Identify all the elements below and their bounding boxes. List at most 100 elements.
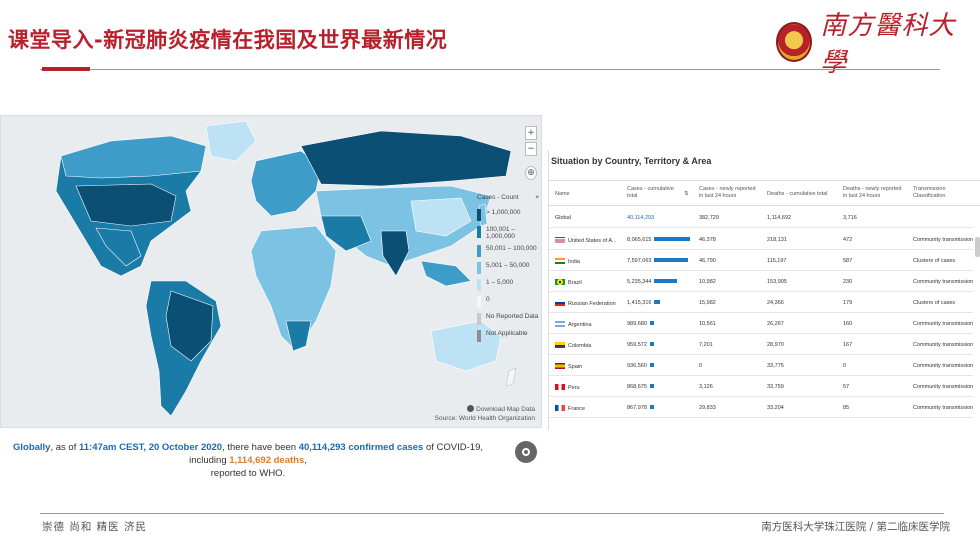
legend-item: 5,001 – 50,000 (477, 262, 539, 274)
deaths-24h-cell: 0 (843, 363, 847, 369)
title-divider (40, 69, 940, 70)
flag-ru-icon (555, 300, 565, 306)
cases-24h-cell: 7,201 (699, 342, 713, 348)
country-name-cell: Argentina (555, 321, 592, 328)
table-row[interactable]: Colombia 959,572 7,201 28,970 167 Community t… (549, 335, 973, 355)
col-name[interactable]: Name (555, 191, 570, 197)
sort-icon[interactable]: ⇅ (684, 191, 689, 197)
flag-es-icon (555, 363, 565, 369)
table-row[interactable]: France 867,978 29,833 33,204 85 Community tra… (549, 398, 973, 418)
table-row[interactable]: Spain 936,560 0 33,775 0 Community transmissi… (549, 356, 973, 376)
download-map-data-link[interactable]: Download Map Data (435, 405, 535, 414)
legend-swatch (477, 296, 481, 308)
zoom-out-button[interactable]: − (525, 142, 537, 156)
caption-deaths: 1,114,692 deaths (229, 455, 305, 466)
global-summary-caption: Globally, as of 11:47am CEST, 20 October… (12, 442, 484, 479)
cases-24h-cell: 46,378 (699, 237, 716, 243)
logo-text: 南方醫科大學 (820, 11, 956, 78)
flag-pe-icon (555, 384, 565, 390)
cases-bar (649, 405, 654, 409)
legend-label: 1 – 5,000 (486, 279, 514, 286)
flag-in-icon (555, 258, 565, 264)
table-row[interactable]: India 7,597,063 46,790 115,197 587 Clusters o… (549, 251, 973, 271)
transmission-cell: Community transmission (913, 237, 974, 243)
cases-bar (654, 279, 678, 283)
cases-24h-cell: 0 (699, 363, 703, 369)
play-button[interactable] (515, 441, 537, 463)
world-map-panel[interactable]: + − ⊕ Cases - Count × > 1,000,000 100,001… (0, 115, 542, 428)
deaths-total-cell: 24,366 (767, 300, 784, 306)
caption-cases: 40,114,293 confirmed cases (298, 442, 424, 453)
download-icon (467, 405, 475, 412)
col-transmission[interactable]: Transmission Classification (913, 186, 946, 199)
flag-co-icon (555, 342, 565, 348)
map-region-africa (250, 225, 337, 352)
cases-total-cell: 989,680 (627, 321, 654, 327)
table-row-global[interactable]: Global 40,114,293 382,729 1,114,692 3,71… (549, 208, 973, 228)
caption-lead: Globally (12, 442, 51, 453)
cases-total-cell: 5,235,344 (627, 279, 678, 285)
legend-close-button[interactable]: × (535, 194, 539, 201)
university-seal-icon (776, 22, 813, 62)
deaths-24h-cell: 160 (843, 321, 853, 327)
deaths-24h-cell: 85 (843, 405, 850, 411)
footer-divider (40, 513, 944, 514)
deaths-total-cell: 33,204 (767, 405, 784, 411)
cases-bar (649, 342, 654, 346)
transmission-cell: Community transmission (913, 405, 974, 411)
table-scrollbar[interactable] (975, 237, 980, 257)
map-region-mexico (95, 227, 142, 267)
table-row[interactable]: United States of A... 8,065,615 46,378 218,… (549, 230, 973, 250)
table-title: Situation by Country, Territory & Area (551, 156, 712, 166)
legend-label: Not Applicable (486, 330, 528, 337)
caption-timestamp: 11:47am CEST, 20 October 2020 (78, 442, 223, 453)
legend-item: 50,001 – 100,000 (477, 245, 539, 257)
transmission-cell: Community transmission (913, 342, 974, 348)
transmission-cell: Community transmission (913, 384, 974, 390)
deaths-24h-cell: 57 (843, 384, 850, 390)
cases-total-cell: 936,560 (627, 363, 654, 369)
table-row[interactable]: Russian Federation 1,415,316 15,982 24,366 1… (549, 293, 973, 313)
map-region-usa (75, 183, 177, 227)
cases-bar (649, 321, 654, 325)
locate-button[interactable]: ⊕ (525, 166, 537, 180)
transmission-cell: Clusters of cases (913, 300, 956, 306)
cases-24h-cell: 10,982 (699, 279, 716, 285)
legend-label: No Reported Data (486, 313, 539, 320)
flag-br-icon (555, 279, 565, 285)
table-row[interactable]: Peru 868,675 3,126 33,759 57 Community transm… (549, 377, 973, 397)
table-row[interactable]: Brazil 5,235,344 10,982 153,905 230 Community… (549, 272, 973, 292)
country-name-cell: France (555, 405, 585, 412)
map-region-se-asia (420, 260, 472, 287)
legend-item: 0 (477, 296, 539, 308)
col-deaths-total[interactable]: Deaths - cumulative total (767, 191, 828, 197)
world-map[interactable] (1, 116, 542, 428)
flag-fr-icon (555, 405, 565, 411)
country-name-cell: Russian Federation (555, 300, 616, 307)
cases-bar (654, 237, 691, 241)
transmission-cell: Community transmission (913, 321, 974, 327)
university-logo: 南方醫科大學 (776, 11, 966, 78)
deaths-24h-cell: 167 (843, 342, 853, 348)
zoom-in-button[interactable]: + (525, 126, 537, 140)
cases-total-cell: 1,415,316 (627, 300, 661, 306)
col-cases-total[interactable]: Cases - cumulative total (627, 186, 674, 199)
legend-swatch (477, 279, 481, 291)
flag-ar-icon (555, 321, 565, 327)
cases-24h-cell: 29,833 (699, 405, 716, 411)
col-cases-24h[interactable]: Cases - newly reported in last 24 hours (699, 186, 756, 199)
transmission-cell: Community transmission (913, 279, 974, 285)
legend-label: > 1,000,000 (486, 209, 521, 216)
cases-bar (654, 300, 661, 304)
legend-item: No Reported Data (477, 313, 539, 325)
map-region-australia (430, 320, 502, 372)
map-region-middle-east (320, 215, 372, 252)
slide-title: 课堂导入-新冠肺炎疫情在我国及世界最新情况 (8, 28, 448, 52)
deaths-total-cell: 153,905 (767, 279, 787, 285)
map-region-india (380, 230, 410, 277)
situation-table-panel: Situation by Country, Territory & Area N… (548, 150, 980, 430)
col-deaths-24h[interactable]: Deaths - newly reported in last 24 hours (843, 186, 902, 199)
deaths-total-cell: 28,970 (767, 342, 784, 348)
table-row[interactable]: Argentina 989,680 10,561 26,267 160 Community… (549, 314, 973, 334)
deaths-total-cell: 218,131 (767, 237, 787, 243)
